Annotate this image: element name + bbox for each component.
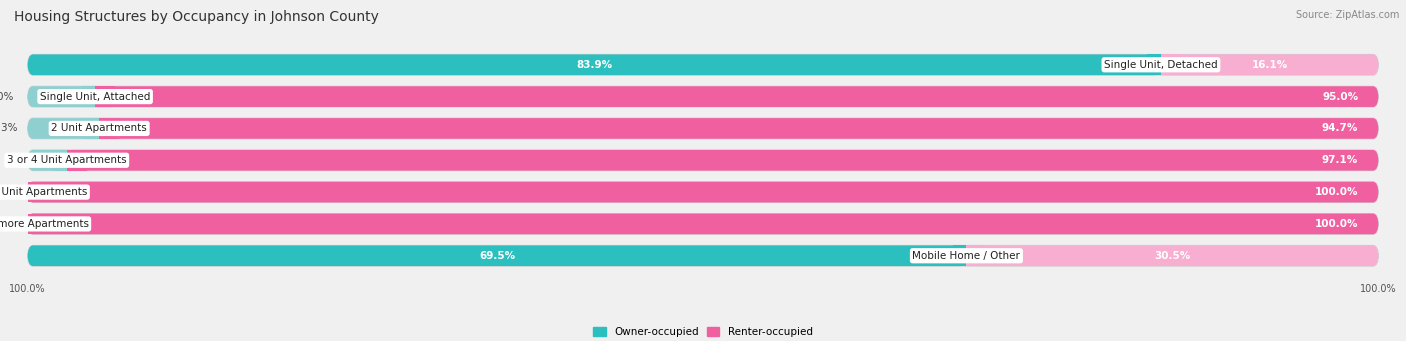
Bar [82,86,101,107]
FancyBboxPatch shape [28,213,1378,234]
Text: Housing Structures by Occupancy in Johnson County: Housing Structures by Occupancy in Johns… [14,10,380,24]
Text: 100.0%: 100.0% [1315,219,1358,229]
FancyBboxPatch shape [1161,55,1378,75]
FancyBboxPatch shape [966,246,1378,266]
FancyBboxPatch shape [28,150,66,170]
Bar [28,182,48,203]
Text: 5.3%: 5.3% [0,123,18,133]
FancyBboxPatch shape [28,182,1378,203]
FancyBboxPatch shape [28,150,1378,170]
FancyBboxPatch shape [28,213,1378,234]
Text: 30.5%: 30.5% [1154,251,1191,261]
Text: Mobile Home / Other: Mobile Home / Other [912,251,1021,261]
Bar [28,213,48,234]
FancyBboxPatch shape [28,86,96,107]
Bar [53,150,73,170]
FancyBboxPatch shape [28,118,1378,139]
FancyBboxPatch shape [28,55,1161,75]
FancyBboxPatch shape [28,182,1378,203]
Bar [966,246,987,266]
Text: Source: ZipAtlas.com: Source: ZipAtlas.com [1295,10,1399,20]
Bar [1147,55,1168,75]
Bar [86,118,105,139]
FancyBboxPatch shape [28,55,1378,75]
FancyBboxPatch shape [100,118,1378,139]
Text: 5.0%: 5.0% [0,92,14,102]
Text: 3 or 4 Unit Apartments: 3 or 4 Unit Apartments [7,155,127,165]
Text: Single Unit, Attached: Single Unit, Attached [39,92,150,102]
FancyBboxPatch shape [28,86,1378,107]
Text: 10 or more Apartments: 10 or more Apartments [0,219,89,229]
Text: 100.0%: 100.0% [1315,187,1358,197]
FancyBboxPatch shape [28,246,966,266]
Text: 16.1%: 16.1% [1251,60,1288,70]
FancyBboxPatch shape [66,150,1378,170]
Bar [1161,55,1181,75]
Bar [100,118,120,139]
Text: 5 to 9 Unit Apartments: 5 to 9 Unit Apartments [0,187,87,197]
Text: 83.9%: 83.9% [576,60,613,70]
Bar [66,150,87,170]
Text: 97.1%: 97.1% [1322,155,1358,165]
Legend: Owner-occupied, Renter-occupied: Owner-occupied, Renter-occupied [589,323,817,341]
Text: Single Unit, Detached: Single Unit, Detached [1104,60,1218,70]
FancyBboxPatch shape [28,118,100,139]
FancyBboxPatch shape [28,246,1378,266]
Bar [96,86,115,107]
Text: 95.0%: 95.0% [1322,92,1358,102]
Text: 2 Unit Apartments: 2 Unit Apartments [51,123,148,133]
FancyBboxPatch shape [96,86,1378,107]
Bar [953,246,973,266]
Text: 94.7%: 94.7% [1322,123,1358,133]
Text: 69.5%: 69.5% [479,251,515,261]
